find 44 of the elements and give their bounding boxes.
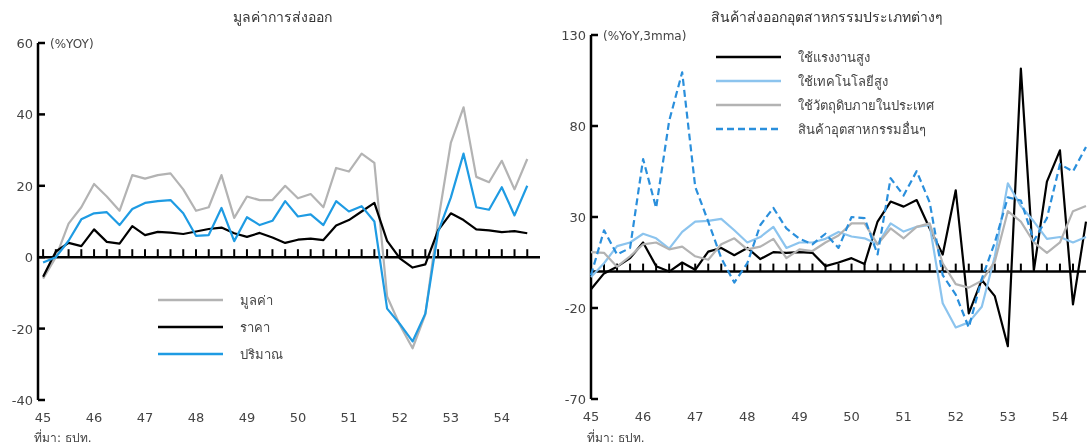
x-tick-label: 54 xyxy=(493,410,511,425)
x-tick-label: 47 xyxy=(686,409,704,424)
legend-label: ใช้แรงงานสูง xyxy=(798,50,870,66)
y-tick-label: 20 xyxy=(16,178,33,194)
y-tick-label: 30 xyxy=(569,210,586,225)
y-tick-label: -20 xyxy=(11,321,33,337)
x-tick-label: 52 xyxy=(391,410,409,425)
x-tick-label: 53 xyxy=(442,410,460,425)
y-tick-label: 60 xyxy=(16,36,33,51)
y-tick-label: -70 xyxy=(564,392,586,407)
legend-label: ใช้วัตถุดิบภายในประเทศ xyxy=(798,98,935,114)
y-tick-label: 130 xyxy=(561,28,586,43)
x-tick-label: 50 xyxy=(843,409,860,424)
x-tick-label: 46 xyxy=(85,410,103,425)
y-axis-title: (%YoY,3mma) xyxy=(603,29,687,43)
legend-label: สินค้าอุตสาหกรรมอื่นๆ xyxy=(798,121,926,138)
y-tick-label: 40 xyxy=(16,107,33,123)
x-tick-label: 54 xyxy=(1051,409,1069,424)
x-tick-label: 50 xyxy=(289,410,307,425)
text: ที่มา: ธปท. xyxy=(34,429,92,445)
x-tick-label: 46 xyxy=(634,409,652,424)
x-tick-label: 51 xyxy=(895,409,912,424)
x-tick-label: 52 xyxy=(947,409,965,424)
y-tick-label: -20 xyxy=(564,301,586,316)
x-tick-label: 49 xyxy=(238,410,256,425)
y-tick-label: 0 xyxy=(24,250,33,266)
x-tick-label: 47 xyxy=(136,410,154,425)
chart-title: สินค้าส่งออกอุตสาหกรรมประเภทต่างๆ xyxy=(711,9,943,26)
legend-label: ราคา xyxy=(240,320,270,335)
x-tick-label: 48 xyxy=(739,409,756,424)
legend-label: มูลค่า xyxy=(240,293,273,309)
legend-label: ปริมาณ xyxy=(240,347,283,362)
x-tick-label: 53 xyxy=(999,409,1017,424)
y-tick-label: 80 xyxy=(569,119,586,134)
y-axis-title: (%YOY) xyxy=(50,37,94,51)
x-tick-label: 48 xyxy=(187,410,205,425)
chart-title: มูลค่าการส่งออก xyxy=(233,9,332,26)
x-tick-label: 45 xyxy=(34,410,52,425)
text: ที่มา: ธปท. xyxy=(587,429,645,445)
x-tick-label: 45 xyxy=(582,409,600,424)
y-tick-label: -40 xyxy=(11,393,33,408)
x-tick-label: 51 xyxy=(340,410,358,425)
legend-label: ใช้เทคโนโลยีสูง xyxy=(798,74,888,90)
x-tick-label: 49 xyxy=(791,409,808,424)
